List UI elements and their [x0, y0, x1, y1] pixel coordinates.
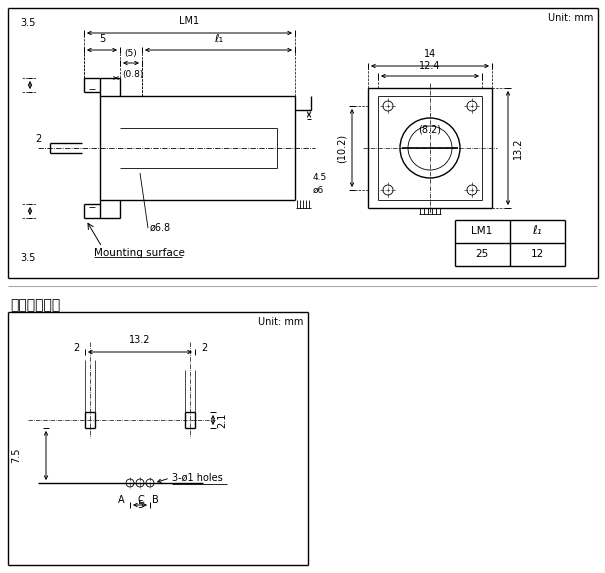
Text: 安装孔尺寸图: 安装孔尺寸图 — [10, 298, 60, 312]
Text: C: C — [138, 495, 145, 505]
Text: 2: 2 — [73, 343, 79, 353]
Text: 4.5: 4.5 — [313, 174, 327, 182]
Text: 3.5: 3.5 — [20, 253, 35, 263]
Text: ℓ₁: ℓ₁ — [214, 34, 223, 44]
Text: (8.2): (8.2) — [419, 124, 442, 134]
Text: 2: 2 — [201, 343, 208, 353]
Text: ø6: ø6 — [313, 186, 324, 194]
Text: LM1: LM1 — [180, 16, 200, 26]
Text: 2.1: 2.1 — [217, 413, 227, 427]
Text: 13.2: 13.2 — [513, 138, 523, 159]
Text: 14: 14 — [424, 49, 436, 59]
Text: (0.8): (0.8) — [122, 70, 143, 79]
Text: 7.5: 7.5 — [11, 448, 21, 463]
Text: 5: 5 — [99, 34, 105, 44]
Text: Unit: mm: Unit: mm — [548, 13, 593, 23]
Text: B: B — [152, 495, 159, 505]
Text: ø6.8: ø6.8 — [150, 223, 171, 233]
Text: LM1: LM1 — [471, 226, 492, 236]
Text: 5: 5 — [137, 500, 143, 510]
Text: 25: 25 — [476, 249, 489, 259]
Text: ℓ₁: ℓ₁ — [532, 225, 542, 237]
Text: 3-ø1 holes: 3-ø1 holes — [172, 473, 223, 483]
Text: 3.5: 3.5 — [20, 18, 35, 28]
Text: (10.2): (10.2) — [337, 134, 347, 163]
Text: 2: 2 — [36, 134, 42, 144]
Text: 12: 12 — [531, 249, 544, 259]
Text: Unit: mm: Unit: mm — [258, 317, 303, 327]
Text: 12.4: 12.4 — [419, 61, 441, 71]
Text: A: A — [119, 495, 125, 505]
Text: (5): (5) — [125, 49, 137, 58]
Text: 13.2: 13.2 — [129, 335, 151, 345]
Text: Mounting surface: Mounting surface — [94, 248, 185, 258]
